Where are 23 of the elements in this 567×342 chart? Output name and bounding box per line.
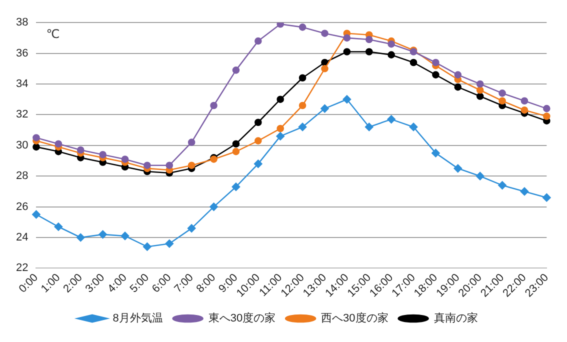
x-tick-label: 5:00 xyxy=(128,272,152,296)
y-tick-label: 30 xyxy=(16,139,28,152)
y-tick-label: 28 xyxy=(16,170,28,182)
x-tick-label: 8:00 xyxy=(194,272,218,296)
x-tick-label: 4:00 xyxy=(106,272,130,296)
legend-label: 真南の家 xyxy=(434,312,478,325)
x-tick-label: 6:00 xyxy=(150,272,174,296)
x-tick-label: 1:00 xyxy=(39,272,63,296)
y-tick-label: 34 xyxy=(16,78,28,90)
x-tick-label: 7:00 xyxy=(172,272,196,296)
y-tick-label: 26 xyxy=(16,200,28,213)
y-tick-label: 32 xyxy=(16,108,28,121)
annotation: ℃ xyxy=(46,26,60,41)
x-tick-label: 3:00 xyxy=(83,272,108,296)
legend-label: 西へ30度の家 xyxy=(321,312,388,325)
y-tick-label: 22 xyxy=(16,262,28,274)
y-tick-label: 36 xyxy=(16,47,28,60)
y-tick-label: 24 xyxy=(16,232,28,244)
x-tick-label: 2:00 xyxy=(61,272,85,296)
y-tick-label: 38 xyxy=(16,16,28,29)
x-tick-label: 0:00 xyxy=(16,272,40,296)
legend-label: 東へ30度の家 xyxy=(208,312,276,325)
legend-label: 8月外気温 xyxy=(112,312,163,325)
